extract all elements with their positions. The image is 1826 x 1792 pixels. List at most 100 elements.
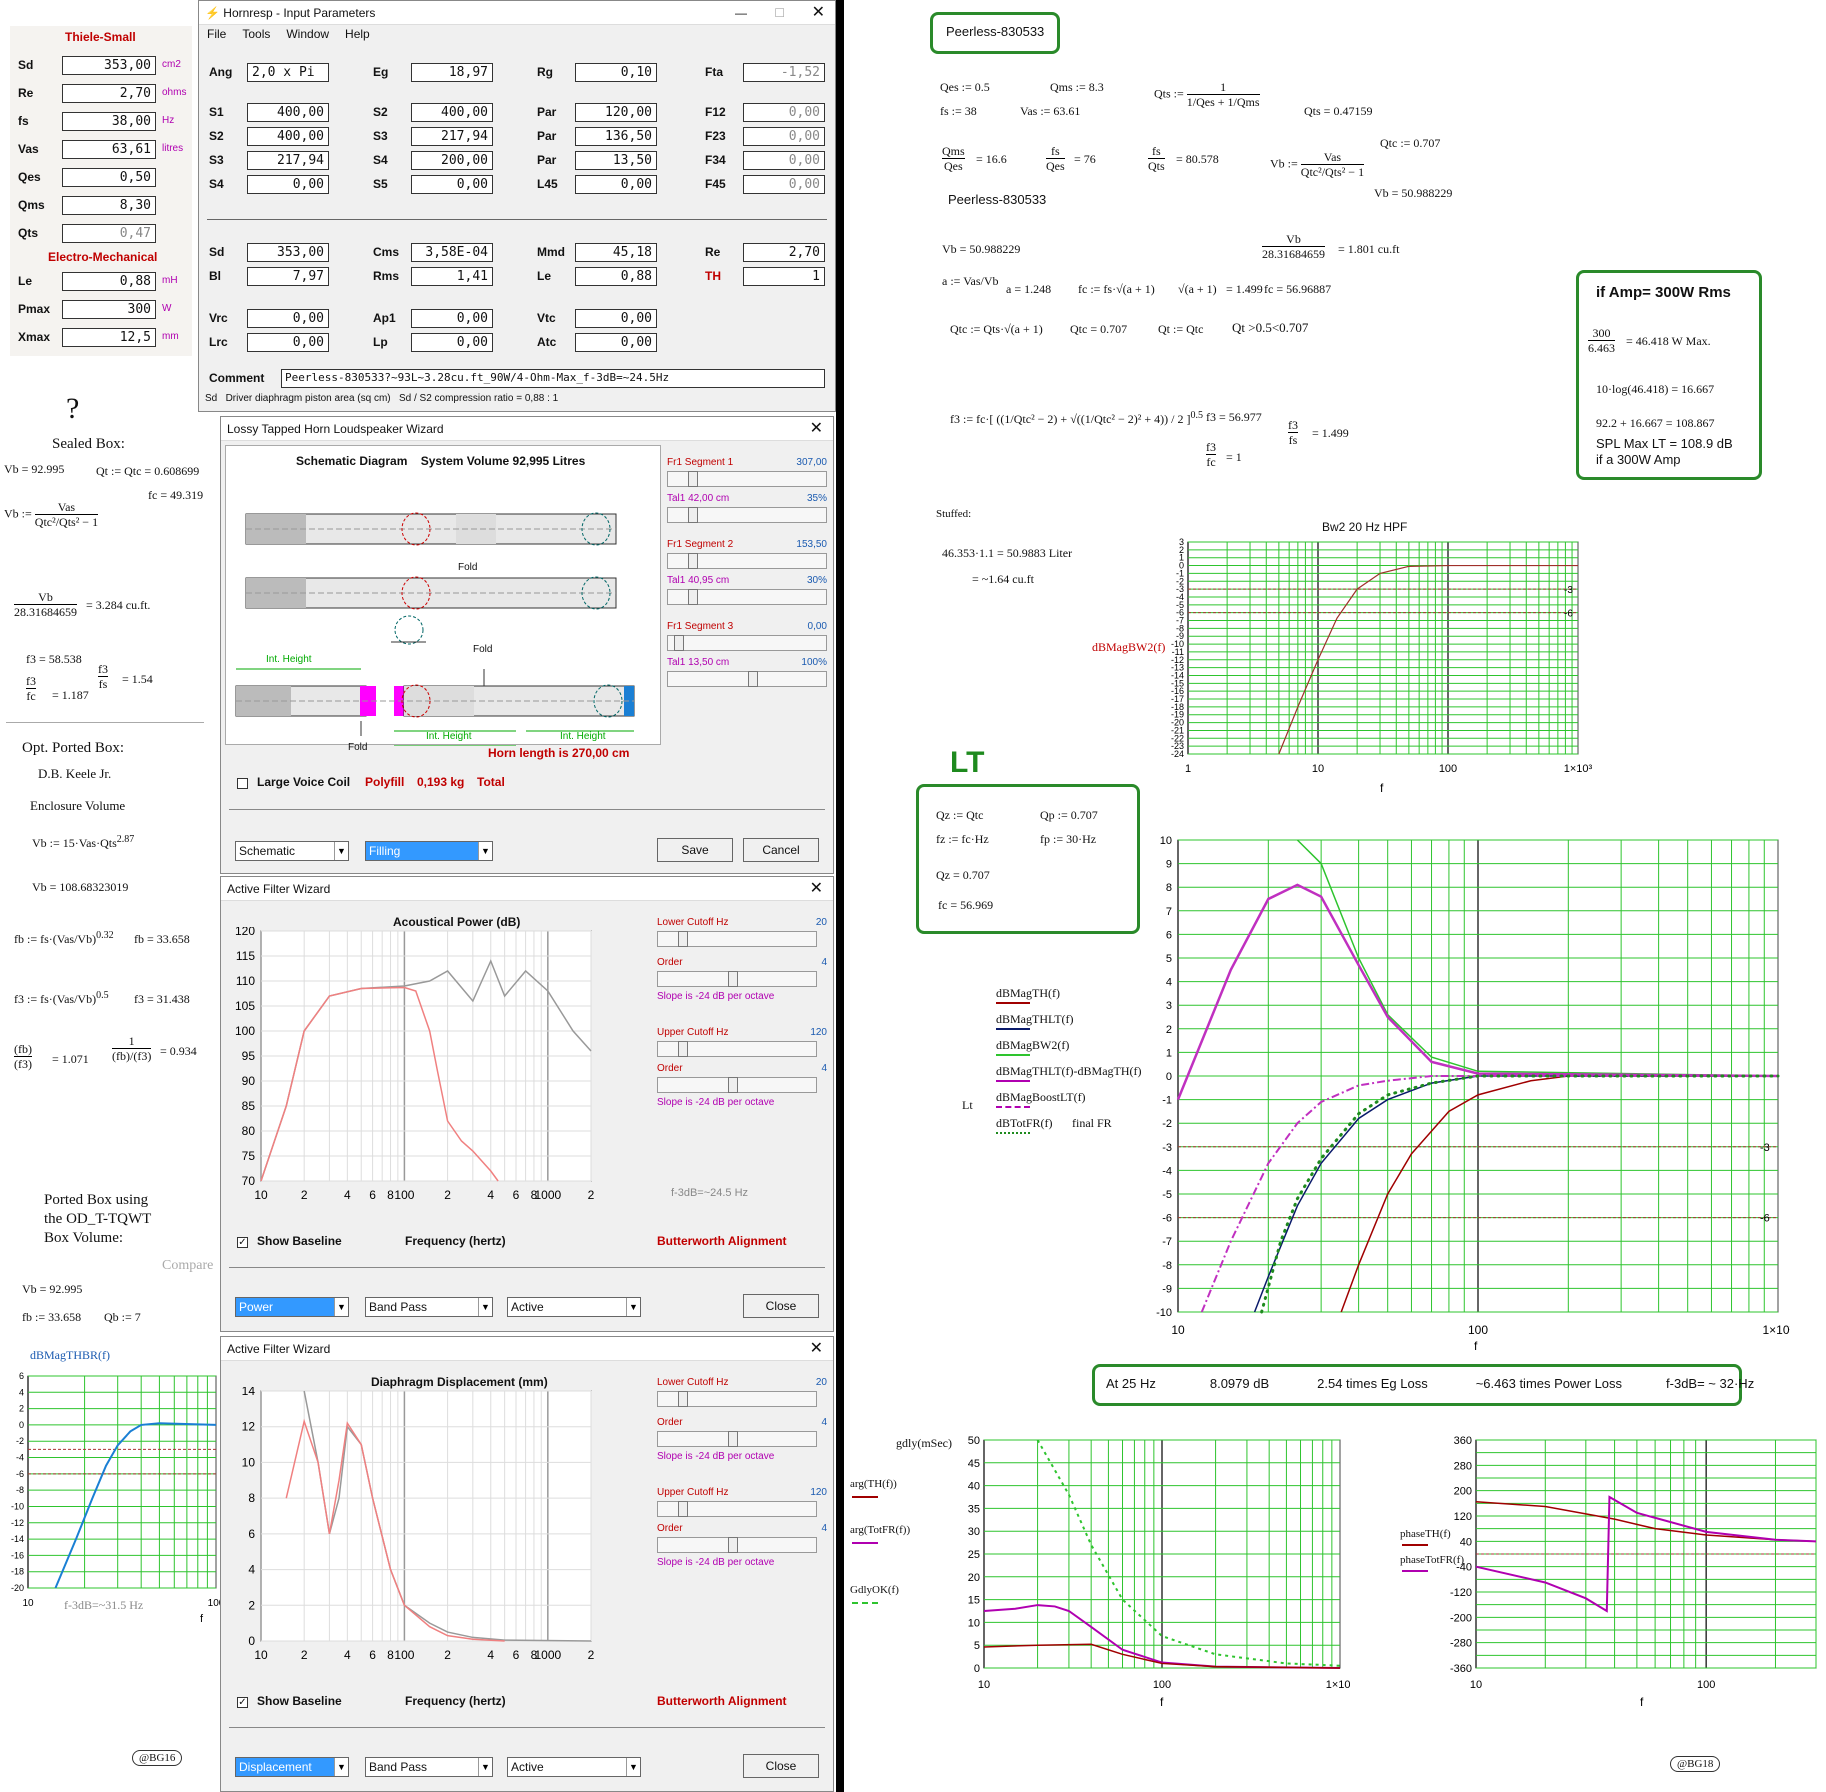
param-input[interactable]: 7,97 (247, 267, 329, 286)
x-axis-label: f (1474, 1339, 1478, 1350)
tail-slider[interactable] (667, 671, 827, 687)
param-input[interactable]: 1,41 (411, 267, 493, 286)
ts-value-input[interactable]: 38,00 (62, 112, 156, 131)
tail-slider[interactable] (667, 507, 827, 523)
ts-value-input[interactable]: 63,61 (62, 140, 156, 159)
mode-select[interactable]: Active ▼ (507, 1757, 641, 1777)
show-baseline-checkbox[interactable]: ✓ (237, 1697, 248, 1708)
slider-thumb[interactable] (678, 1041, 688, 1057)
control-slider[interactable] (657, 1431, 817, 1447)
close-icon[interactable]: ✕ (809, 420, 823, 437)
slider-thumb[interactable] (678, 1391, 688, 1407)
param-input[interactable]: 0,00 (247, 309, 329, 328)
param-input[interactable]: 0,10 (575, 63, 657, 82)
param-input[interactable]: 45,18 (575, 243, 657, 262)
close-button[interactable]: Close (743, 1754, 819, 1778)
slider-thumb[interactable] (748, 671, 758, 687)
ts-value-input[interactable]: 0,47 (62, 224, 156, 243)
ts-value-input[interactable]: 8,30 (62, 196, 156, 215)
param-input[interactable]: 2,0 x Pi (247, 63, 329, 82)
param-input[interactable]: 217,94 (247, 151, 329, 170)
control-slider[interactable] (657, 1041, 817, 1057)
param-input[interactable]: -1,52 (743, 63, 825, 82)
slider-thumb[interactable] (688, 471, 698, 487)
em-value-input[interactable]: 300 (62, 300, 156, 319)
control-slider[interactable] (657, 1537, 817, 1553)
param-input[interactable]: 0,00 (575, 333, 657, 352)
minimize-button[interactable]: — (735, 6, 747, 20)
show-baseline-checkbox[interactable]: ✓ (237, 1237, 248, 1248)
large-voice-coil-checkbox[interactable] (237, 778, 248, 789)
em-value-input[interactable]: 0,88 (62, 272, 156, 291)
filling-select[interactable]: Filling ▼ (365, 841, 493, 861)
menu-window[interactable]: Window (286, 27, 330, 41)
mode-select[interactable]: Active ▼ (507, 1297, 641, 1317)
slider-thumb[interactable] (728, 1537, 738, 1553)
param-input[interactable]: 0,00 (743, 151, 825, 170)
param-input[interactable]: 353,00 (247, 243, 329, 262)
param-input[interactable]: 0,00 (575, 309, 657, 328)
param-input[interactable]: 0,00 (411, 333, 493, 352)
control-slider[interactable] (657, 1501, 817, 1517)
y-tick: -3 (1162, 1142, 1172, 1154)
param-input[interactable]: 2,70 (743, 243, 825, 262)
control-slider[interactable] (657, 971, 817, 987)
slider-thumb[interactable] (678, 1501, 688, 1517)
param-input[interactable]: 0,00 (743, 103, 825, 122)
param-input[interactable]: 0,00 (411, 309, 493, 328)
segment-slider[interactable] (667, 635, 827, 651)
close-button[interactable]: Close (743, 1294, 819, 1318)
param-input[interactable]: 0,00 (247, 175, 329, 194)
param-input[interactable]: 400,00 (247, 103, 329, 122)
slider-thumb[interactable] (688, 507, 698, 523)
ts-value-input[interactable]: 2,70 (62, 84, 156, 103)
segment-slider[interactable] (667, 553, 827, 569)
param-input[interactable]: 0,00 (411, 175, 493, 194)
save-button[interactable]: Save (657, 838, 733, 862)
control-slider[interactable] (657, 1391, 817, 1407)
param-input[interactable]: 0,00 (575, 175, 657, 194)
param-input[interactable]: 13,50 (575, 151, 657, 170)
param-input[interactable]: 400,00 (247, 127, 329, 146)
param-input[interactable]: 0,88 (575, 267, 657, 286)
param-input[interactable]: 1 (743, 267, 825, 286)
plot-type-select[interactable]: Power ▼ (235, 1297, 349, 1317)
menu-tools[interactable]: Tools (242, 27, 271, 41)
slider-thumb[interactable] (728, 1431, 738, 1447)
slider-thumb[interactable] (688, 553, 698, 569)
filter-type-select[interactable]: Band Pass ▼ (365, 1297, 493, 1317)
param-input[interactable]: 0,00 (247, 333, 329, 352)
comment-input[interactable]: Peerless-830533?~93L~3.28cu.ft_90W/4-Ohm… (281, 369, 825, 388)
close-icon[interactable]: ✕ (809, 1340, 823, 1357)
ts-value-input[interactable]: 353,00 (62, 56, 156, 75)
param-input[interactable]: 0,00 (743, 175, 825, 194)
param-input[interactable]: 3,58E-04 (411, 243, 493, 262)
param-input[interactable]: 200,00 (411, 151, 493, 170)
slider-thumb[interactable] (728, 971, 738, 987)
menu-file[interactable]: File (207, 27, 227, 41)
param-input[interactable]: 0,00 (743, 127, 825, 146)
param-input[interactable]: 120,00 (575, 103, 657, 122)
slider-thumb[interactable] (674, 635, 684, 651)
param-input[interactable]: 400,00 (411, 103, 493, 122)
param-input[interactable]: 18,97 (411, 63, 493, 82)
tail-slider[interactable] (667, 589, 827, 605)
slider-thumb[interactable] (678, 931, 688, 947)
control-slider[interactable] (657, 1077, 817, 1093)
segment-slider[interactable] (667, 471, 827, 487)
close-icon[interactable]: ✕ (811, 4, 825, 21)
filter-type-select[interactable]: Band Pass ▼ (365, 1757, 493, 1777)
cancel-button[interactable]: Cancel (743, 838, 819, 862)
param-input[interactable]: 136,50 (575, 127, 657, 146)
maximize-button[interactable]: ☐ (774, 6, 785, 20)
control-slider[interactable] (657, 931, 817, 947)
menu-help[interactable]: Help (345, 27, 370, 41)
param-input[interactable]: 217,94 (411, 127, 493, 146)
ts-value-input[interactable]: 0,50 (62, 168, 156, 187)
view-select[interactable]: Schematic ▼ (235, 841, 349, 861)
plot-type-select[interactable]: Displacement ▼ (235, 1757, 349, 1777)
slider-thumb[interactable] (688, 589, 698, 605)
slider-thumb[interactable] (728, 1077, 738, 1093)
close-icon[interactable]: ✕ (809, 880, 823, 897)
em-value-input[interactable]: 12,5 (62, 328, 156, 347)
